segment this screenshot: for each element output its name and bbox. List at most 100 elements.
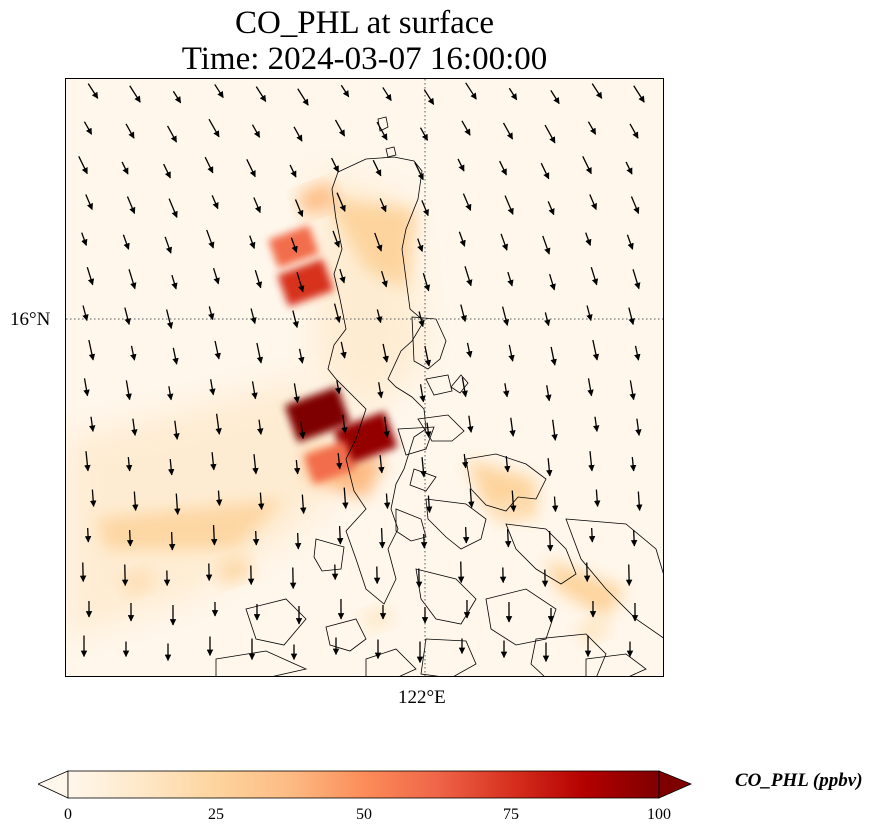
wind-arrow-135: [467, 415, 474, 433]
wind-arrow-126: [88, 416, 96, 432]
wind-arrow-118: [334, 380, 342, 395]
wind-arrow-77: [380, 270, 388, 288]
wind-arrow-5: [297, 88, 309, 106]
co-hotspot-2: [304, 440, 356, 484]
co-hotspot-0: [284, 386, 351, 443]
wind-arrow-18: [251, 124, 261, 138]
wind-arrow-24: [502, 122, 514, 140]
wind-arrow-146: [335, 453, 343, 470]
wind-arrow-132: [341, 414, 348, 434]
wind-arrow-39: [540, 162, 550, 180]
wind-arrow-120: [419, 384, 426, 403]
co-hotspot-6: [215, 554, 253, 586]
wind-arrow-100: [172, 347, 179, 365]
wind-arrow-147: [378, 455, 385, 474]
wind-arrow-153: [629, 457, 637, 472]
wind-arrow-164: [510, 490, 517, 513]
wind-arrow-113: [125, 380, 132, 401]
wind-arrow-88: [250, 308, 257, 325]
wind-arrow-92: [418, 311, 425, 328]
wind-arrow-15: [125, 123, 135, 139]
wind-arrow-123: [545, 385, 552, 402]
wind-arrow-179: [546, 531, 554, 552]
wind-arrow-152: [588, 451, 595, 472]
wind-arrow-177: [462, 527, 470, 544]
wind-arrow-10: [508, 87, 518, 101]
wind-arrow-145: [293, 460, 301, 475]
wind-arrow-74: [254, 270, 263, 289]
wind-arrow-21: [376, 121, 388, 141]
wind-arrow-155: [132, 491, 139, 512]
wind-arrow-103: [298, 348, 305, 364]
wind-arrow-131: [299, 421, 306, 439]
wind-arrow-57: [122, 234, 130, 250]
wind-arrow-70: [86, 267, 95, 286]
wind-arrow-26: [587, 121, 597, 135]
wind-arrow-157: [215, 490, 223, 507]
map-panel: [65, 78, 664, 677]
co-hotspot-9: [576, 615, 610, 645]
wind-vectors: [78, 82, 645, 664]
co-hotspot-7: [120, 567, 156, 598]
wind-arrow-84: [82, 305, 89, 322]
wind-arrow-45: [211, 195, 219, 210]
wind-arrow-72: [171, 274, 178, 290]
wind-arrow-180: [588, 528, 596, 543]
wind-arrow-98: [88, 339, 96, 361]
wind-arrow-65: [458, 231, 466, 247]
map-canvas: [66, 79, 663, 676]
wind-arrow-149: [461, 454, 469, 469]
wind-arrow-2: [172, 90, 182, 104]
wind-arrow-46: [253, 197, 261, 214]
wind-arrow-8: [423, 89, 435, 105]
co-hotspot-3: [277, 258, 334, 307]
wind-arrow-91: [376, 309, 383, 324]
wind-arrow-54: [589, 194, 597, 211]
wind-arrow-35: [372, 159, 382, 177]
wind-arrow-32: [246, 159, 256, 178]
wind-arrow-178: [504, 529, 512, 548]
wind-arrow-96: [586, 305, 593, 322]
wind-arrow-23: [461, 120, 471, 136]
wind-arrow-69: [626, 234, 634, 250]
wind-arrow-28: [78, 156, 88, 175]
wind-arrow-174: [336, 526, 344, 545]
wind-arrow-44: [168, 198, 178, 218]
wind-arrow-50: [421, 200, 429, 217]
wind-arrow-52: [504, 195, 514, 215]
wind-arrow-89: [292, 310, 299, 329]
wind-arrow-169: [126, 530, 134, 547]
wind-arrow-115: [209, 379, 216, 396]
wind-arrow-51: [462, 193, 472, 212]
wind-arrow-66: [500, 233, 509, 251]
colorbar-min-extend: [38, 770, 69, 799]
wind-arrow-37: [457, 158, 465, 172]
map-title-line-2: Time: 2024-03-07 16:00:00: [181, 41, 548, 77]
wind-arrow-105: [382, 343, 389, 363]
wind-arrow-87: [208, 306, 215, 321]
wind-arrow-167: [636, 491, 643, 512]
wind-arrow-144: [252, 454, 259, 475]
wind-arrow-160: [342, 487, 349, 510]
wind-arrow-17: [208, 118, 220, 138]
co-hotspot-4: [268, 225, 320, 269]
wind-arrow-27: [629, 123, 639, 139]
wind-arrow-102: [256, 342, 264, 364]
wind-arrow-64: [417, 238, 424, 252]
colorbar: [38, 770, 693, 799]
wind-arrow-112: [83, 378, 90, 397]
wind-arrow-154: [89, 489, 97, 508]
wind-arrow-42: [85, 194, 93, 211]
wind-arrow-114: [166, 386, 174, 401]
wind-arrow-55: [630, 196, 640, 215]
wind-arrow-29: [121, 161, 129, 175]
wind-arrow-156: [174, 493, 181, 516]
wind-arrow-85: [124, 307, 131, 326]
wind-arrow-181: [630, 530, 638, 547]
wind-arrow-11: [550, 90, 560, 105]
co-concentration-field: [66, 169, 626, 639]
co-hotspots: [120, 181, 610, 645]
wind-arrow-59: [206, 229, 215, 249]
wind-arrow-62: [332, 230, 341, 248]
wind-arrow-136: [509, 417, 516, 437]
